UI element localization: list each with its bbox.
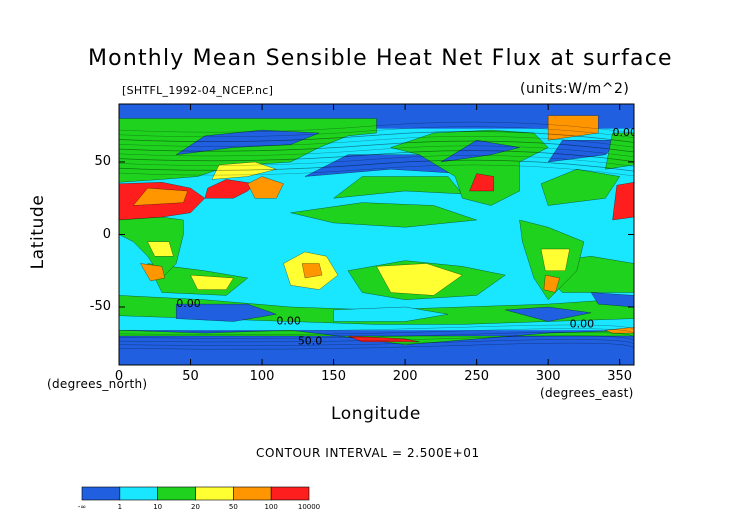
colorbar-label: 10 [153,503,163,511]
colorbar-label: 20 [191,503,200,511]
europe-east-green [605,132,634,170]
china-orange [247,176,284,199]
contour-line [119,342,634,350]
x-unit-label: (degrees_east) [540,386,634,400]
source-file-label: [SHTFL_1992-04_NCEP.nc] [122,84,274,97]
colorbar-label: 1 [117,503,123,511]
colorbar-label: 10000 [297,503,321,511]
y-tick-label: 50 [94,154,111,169]
north-pacific-green [290,202,477,228]
contour-line [119,131,634,143]
colorbar-swatch [81,486,121,501]
contour-line [119,164,634,177]
southern-ocean-blue-3 [590,292,634,308]
contour-line [119,126,634,138]
contour-line [119,150,634,162]
greenland-orange [547,115,599,141]
patagonia-orange [543,274,560,293]
sahara-orange [132,187,189,206]
colorbar-label: -∞ [77,503,87,511]
contour-line [119,131,634,143]
contour-line [119,339,634,346]
weddell-orange [605,327,634,334]
contour-label: 0.00 [613,126,638,139]
colorbar-swatch [119,486,158,501]
contour-interval-label: CONTOUR INTERVAL = 2.500E+01 [256,446,480,460]
colorbar-swatch [195,486,234,501]
x-tick-label: 150 [321,369,346,384]
contour-line [119,121,634,134]
map-field: 0.00 0.00 0.00 0.00 50.0 [119,104,638,365]
colorbar-swatch [157,486,196,501]
x-tick-label: 300 [535,369,561,384]
contour-label: 0.00 [276,314,301,327]
y-tick-label: 0 [102,226,111,242]
x-tick-label: 100 [249,369,275,384]
southern-ocean-blue-1 [175,303,278,322]
contour-line [119,140,634,153]
colorbar-swatch [270,486,310,501]
contour-line [119,324,634,332]
sahara-east-red [612,182,634,221]
x-tick-label: 50 [182,369,199,384]
contour-line [119,332,634,339]
colorbar-label: 100 [264,503,278,511]
central-africa-yellow [147,241,174,257]
y-tick-label: -50 [89,299,111,314]
contour-line [119,145,634,157]
x-tick-label: 350 [607,369,633,384]
south-america-yellow [540,248,570,271]
south-indian-yellow [190,274,234,290]
x-tick-label: 200 [392,369,418,384]
southern-ocean-cyan-1 [333,306,449,322]
contour-line [119,159,634,172]
south-africa-orange [139,263,166,282]
contour-label: 0.00 [176,297,201,310]
north-pacific-green-2 [332,176,463,199]
contour-line [119,150,634,162]
colorbar-label: 50 [228,503,238,511]
x-axis-label: Longitude [331,404,421,424]
siberia-blue [176,129,320,155]
x-tick-label: 0 [114,369,124,384]
units-label: (units:W/m^2) [520,81,630,97]
contour-line [119,160,634,172]
central-asia-yellow [211,161,278,180]
chart-title: Monthly Mean Sensible Heat Net Flux at s… [88,46,673,71]
y-axis-label: Latitude [28,194,48,270]
contour-label: 0.00 [570,317,595,330]
y-unit-label: (degrees_north) [47,377,148,391]
x-tick-label: 250 [464,369,490,384]
colorbar-swatch [233,486,272,501]
contour-line [119,140,634,153]
canada-blue [440,139,520,163]
australia-orange [301,263,323,279]
north-america-red [469,173,495,192]
contour-line [119,335,634,343]
southern-ocean-blue-2 [505,306,592,322]
contour-line [119,328,634,335]
contour-line [119,136,634,148]
south-pacific-yellow [376,263,463,296]
contour-label: 50.0 [298,335,323,348]
north-atlantic-green [540,168,621,206]
ross-sea-red [347,335,420,343]
contour-line [119,155,634,167]
